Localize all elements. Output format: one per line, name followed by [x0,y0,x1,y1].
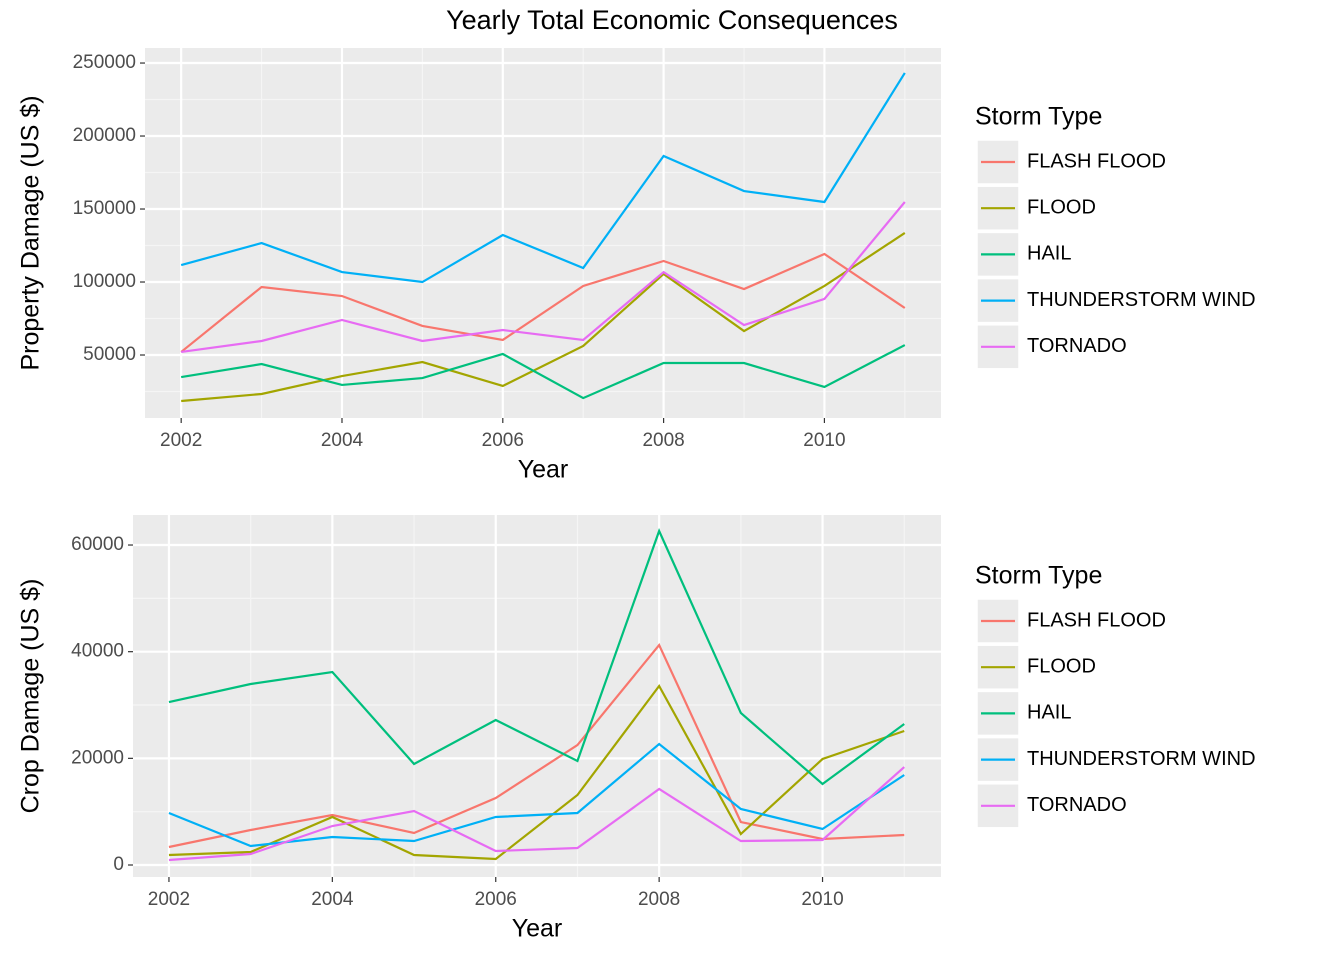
plot-background [145,48,941,418]
x-axis-title: Year [512,915,563,943]
legend-label: HAIL [1027,702,1071,724]
y-tick-label: 100000 [73,271,136,292]
y-axis-title: Crop Damage (US $) [17,579,45,814]
y-tick-label: 50000 [83,344,136,365]
x-tick-label: 2006 [475,889,517,910]
y-tick-label: 20000 [71,747,124,768]
x-tick-label: 2008 [642,430,684,451]
x-tick-label: 2010 [803,430,845,451]
series-line [180,252,906,353]
legend-label: FLOOD [1027,196,1096,218]
x-tick-label: 2006 [482,430,524,451]
x-tick-label: 2002 [148,889,190,910]
y-tick-label: 150000 [73,198,136,219]
legend-label: FLASH FLOOD [1027,609,1166,631]
legend-label: TORNADO [1027,794,1127,816]
x-tick-label: 2010 [801,889,843,910]
legend-label: FLASH FLOOD [1027,150,1166,172]
x-tick-label: 2004 [321,430,364,451]
y-tick-label: 0 [113,854,124,875]
series-line [181,344,906,400]
x-axis-title: Year [518,456,569,484]
y-axis-title: Property Damage (US $) [17,95,45,370]
legend-label: HAIL [1027,243,1071,265]
series-line [181,232,906,403]
legend-label: THUNDERSTORM WIND [1027,748,1256,770]
series-line [180,72,906,284]
legend-title: Storm Type [975,562,1102,590]
series-line [168,528,905,786]
plot-background [133,515,941,877]
y-tick-label: 200000 [73,125,136,146]
series-line [181,201,906,354]
legend-label: TORNADO [1027,335,1127,357]
series-line [168,684,905,861]
x-tick-label: 2002 [160,430,202,451]
chart-title: Yearly Total Economic Consequences [446,5,898,35]
y-tick-label: 40000 [71,641,124,662]
series-line [168,766,905,862]
x-tick-label: 2004 [311,889,354,910]
y-tick-label: 250000 [73,52,136,73]
legend-title: Storm Type [975,103,1102,131]
y-tick-label: 60000 [71,534,124,555]
legend-label: FLOOD [1027,655,1096,677]
series-line [168,642,905,849]
legend-label: THUNDERSTORM WIND [1027,289,1256,311]
series-line [168,742,905,848]
x-tick-label: 2008 [638,889,680,910]
